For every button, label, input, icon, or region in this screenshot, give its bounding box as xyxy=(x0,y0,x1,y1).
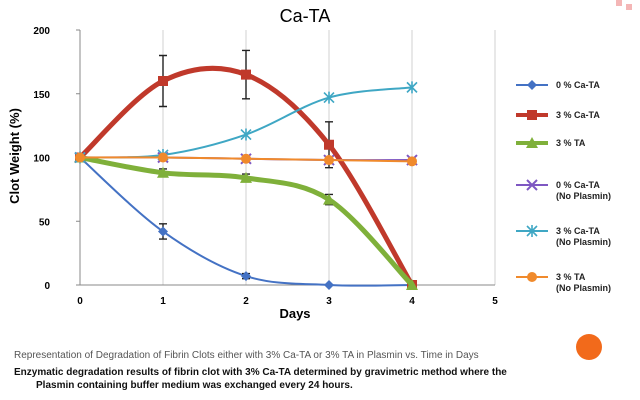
chart-title: Ca-TA xyxy=(280,6,331,26)
corner-decoration xyxy=(616,0,632,10)
legend-marker-4 xyxy=(526,225,538,237)
x-tick-label-5: 5 xyxy=(492,296,498,307)
data-point-4-4 xyxy=(406,81,418,94)
legend-marker-1 xyxy=(527,110,537,120)
legend-label-0: 0 % Ca-TA xyxy=(556,80,600,91)
legend-swatch-5 xyxy=(516,272,548,282)
legend-label-line: 0 % Ca-TA xyxy=(556,180,600,190)
legend-item-5: 3 % TA (No Plasmin) xyxy=(514,270,638,300)
data-point-1-3 xyxy=(324,139,334,150)
y-tick-label-100: 100 xyxy=(33,154,50,165)
legend-label-2: 3 % TA xyxy=(556,138,585,149)
legend-label-4: 3 % Ca-TA (No Plasmin) xyxy=(556,226,611,248)
legend-marker-3 xyxy=(526,179,538,191)
legend-marker-2 xyxy=(526,137,538,148)
data-point-0-2 xyxy=(241,271,251,282)
y-tick-label-200: 200 xyxy=(33,26,50,37)
orange-pointer-dot xyxy=(576,334,602,360)
legend-label-3: 0 % Ca-TA (No Plasmin) xyxy=(556,180,611,202)
series-group xyxy=(74,49,418,290)
data-point-5-0 xyxy=(75,152,85,163)
legend-label-line: (No Plasmin) xyxy=(556,237,612,247)
series-5 xyxy=(75,152,417,167)
legend-swatch-1 xyxy=(516,110,548,120)
legend-label-line: 3 % Ca-TA xyxy=(556,110,600,120)
legend-swatch-3 xyxy=(516,179,548,191)
data-point-1-1 xyxy=(158,76,168,86)
x-tick-label-2: 2 xyxy=(243,296,249,307)
data-point-0-1 xyxy=(158,226,168,237)
y-tick-label-150: 150 xyxy=(33,90,50,101)
legend-label-line: 3 % TA xyxy=(556,138,586,148)
figure-caption: Representation of Degradation of Fibrin … xyxy=(14,350,479,361)
data-point-0-3 xyxy=(324,280,334,290)
legend-label-line: (No Plasmin) xyxy=(556,283,612,293)
data-point-2-2 xyxy=(240,171,252,183)
legend-item-0: 0 % Ca-TA xyxy=(514,78,638,108)
y-axis-label: Clot Weight (%) xyxy=(7,108,22,204)
data-point-5-2 xyxy=(241,153,251,164)
line-chart: Ca-TA Clot Weight (%) Days 0 1 2 3 4 50501001… xyxy=(7,6,498,321)
legend-label-1: 3 % Ca-TA xyxy=(556,110,600,121)
legend-item-1: 3 % Ca-TA xyxy=(514,108,638,138)
data-point-4-3 xyxy=(323,91,335,104)
legend-label-line: (No Plasmin) xyxy=(556,191,612,201)
legend-label-line: 3 % TA xyxy=(556,272,586,282)
data-point-1-2 xyxy=(241,69,251,80)
legend-swatch-2 xyxy=(516,137,548,148)
data-point-5-3 xyxy=(324,155,334,166)
data-point-2-3 xyxy=(323,193,335,205)
legend-label-line: 0 % Ca-TA xyxy=(556,80,600,90)
legend-swatch-0 xyxy=(516,80,548,90)
legend-label-5: 3 % TA (No Plasmin) xyxy=(556,272,611,294)
legend-item-3: 0 % Ca-TA (No Plasmin) xyxy=(514,178,638,208)
x-tick-label-4: 4 xyxy=(409,296,415,307)
data-point-4-2 xyxy=(240,128,252,141)
data-point-2-4 xyxy=(406,279,418,290)
figure-note-line-2: Plasmin containing buffer medium was exc… xyxy=(36,380,353,391)
legend-marker-0 xyxy=(527,80,537,90)
legend-marker-5 xyxy=(527,272,537,282)
data-point-5-1 xyxy=(158,152,168,163)
data-point-5-4 xyxy=(407,156,417,167)
legend-item-4: 3 % Ca-TA (No Plasmin) xyxy=(514,224,638,254)
y-tick-label-50: 50 xyxy=(39,217,51,228)
x-tick-label-1: 1 xyxy=(160,296,166,307)
x-tick-label-3: 3 xyxy=(326,296,332,307)
data-point-2-1 xyxy=(157,166,169,178)
y-tick-label-0: 0 xyxy=(44,281,50,292)
figure-note: Enzymatic degradation results of fibrin … xyxy=(14,366,614,392)
x-tick-label-0: 0 xyxy=(77,296,83,307)
figure-note-line-1: Enzymatic degradation results of fibrin … xyxy=(14,367,507,378)
legend-label-line: 3 % Ca-TA xyxy=(556,226,600,236)
x-axis-label: Days xyxy=(279,306,310,321)
legend-item-2: 3 % TA xyxy=(514,136,638,166)
legend-swatch-4 xyxy=(516,225,548,237)
